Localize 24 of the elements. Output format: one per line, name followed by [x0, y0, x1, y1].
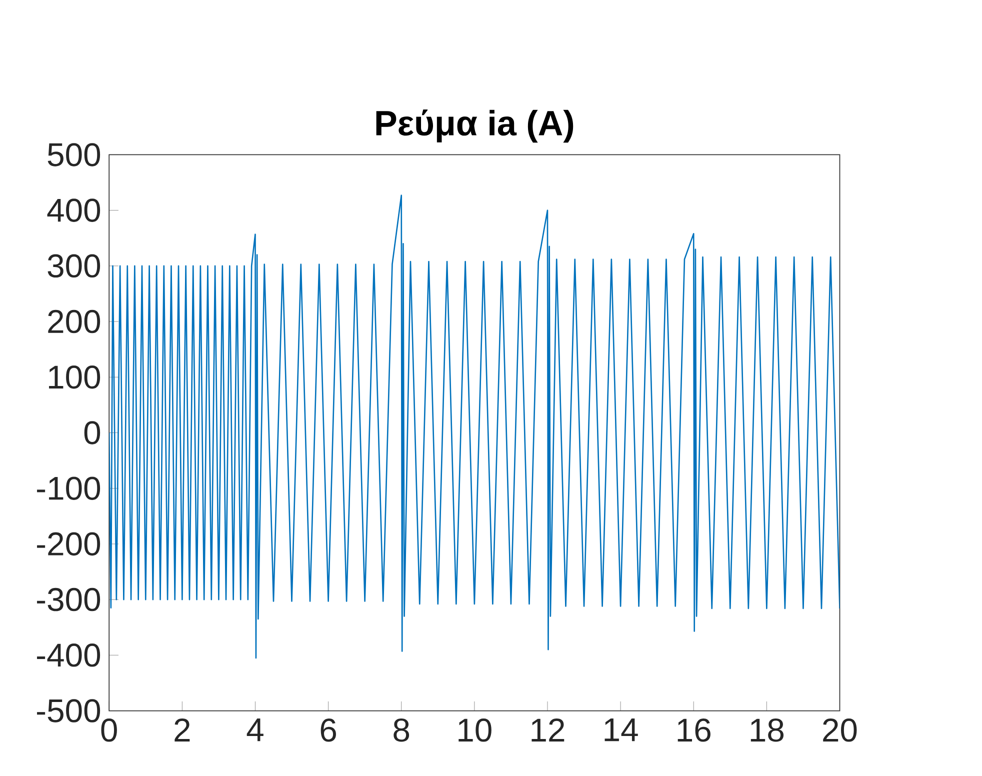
x-tick-label: 14 — [604, 718, 638, 742]
x-tick-label: 18 — [750, 718, 784, 742]
x-tick-label: 10 — [458, 718, 492, 742]
chart-title: Ρεύμα ia (A) — [376, 109, 574, 142]
x-tick-label: 2 — [174, 718, 190, 742]
y-tick-label: 500 — [48, 142, 100, 166]
y-tick-label: 400 — [47, 198, 100, 222]
x-tick-label: 4 — [246, 718, 264, 742]
y-tick-label: -100 — [37, 476, 100, 500]
x-tick-label: 16 — [678, 718, 710, 742]
x-tick-label: 8 — [394, 718, 410, 742]
y-tick-label: -200 — [37, 532, 100, 556]
line-series — [109, 194, 840, 658]
y-tick-label: 0 — [84, 420, 100, 444]
y-tick-label: -400 — [37, 643, 100, 667]
x-tick-label: 6 — [320, 718, 336, 742]
x-tick-label: 20 — [823, 718, 857, 742]
y-tick-label: -300 — [37, 588, 100, 612]
y-tick-label: 200 — [48, 310, 100, 334]
x-tick-label: 12 — [532, 718, 564, 742]
y-tick-label: 300 — [48, 254, 100, 278]
x-tick-label: 0 — [101, 718, 117, 742]
y-tick-label: -500 — [37, 699, 100, 722]
y-tick-label: 100 — [49, 365, 100, 389]
